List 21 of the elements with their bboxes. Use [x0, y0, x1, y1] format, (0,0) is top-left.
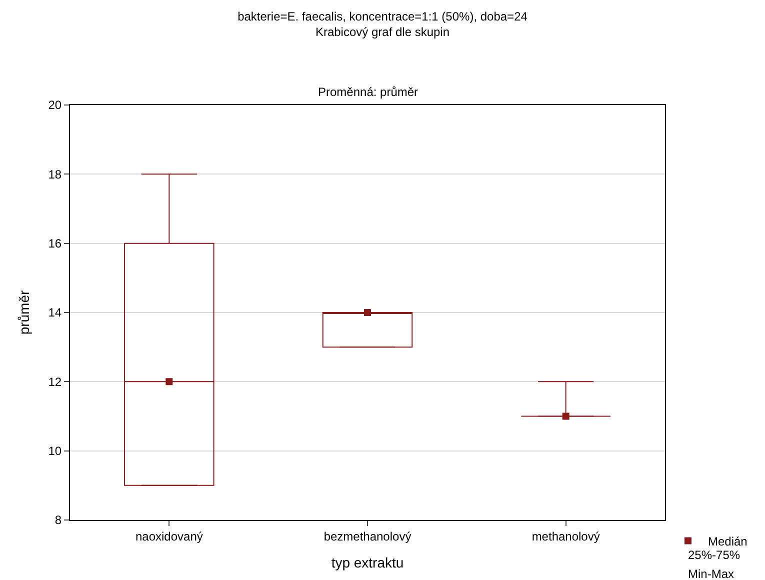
- legend-label: Medián: [708, 534, 748, 548]
- text: Min-Max: [688, 567, 734, 580]
- y-tick-label: 10: [48, 444, 62, 458]
- chart-subtitle: Krabicový graf dle skupin: [315, 24, 450, 39]
- y-tick-label: 8: [54, 513, 62, 528]
- x-tick-label: bezmethanolový: [324, 529, 412, 544]
- point: [166, 378, 173, 386]
- point: [562, 412, 570, 420]
- y-tick-label: 16: [48, 236, 62, 251]
- y-tick-label: 18: [48, 167, 62, 182]
- point: [364, 309, 371, 316]
- text: 25%-75%: [688, 548, 740, 562]
- x-tick-label: naoxidovaný: [135, 529, 203, 544]
- x-axis-title: typ extraktu: [331, 554, 404, 571]
- chart-title: bakterie=E. faecalis, koncentrace=1:1 (50%), doba=24: [238, 9, 528, 24]
- x-tick-label: methanolový: [532, 529, 600, 544]
- y-tick-label: 14: [48, 306, 62, 320]
- y-axis-title: průměr: [16, 290, 32, 335]
- y-tick-label: 20: [48, 98, 62, 112]
- y-tick-label: 12: [48, 374, 62, 389]
- text: Proměnná: průměr: [318, 85, 418, 99]
